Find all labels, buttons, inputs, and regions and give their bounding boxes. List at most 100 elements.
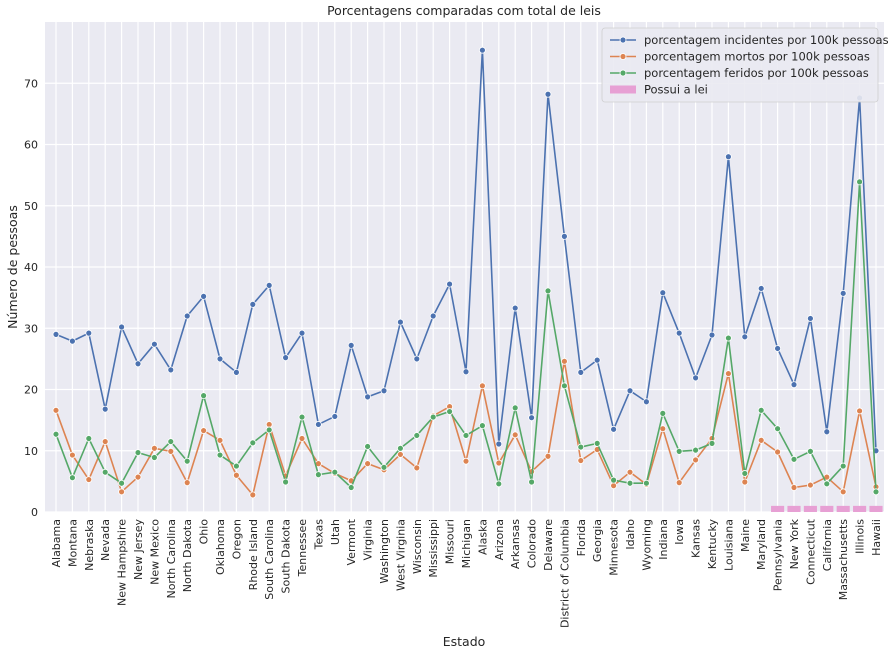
data-point (462, 432, 470, 439)
data-point (675, 447, 683, 455)
bar (787, 505, 801, 512)
data-point (232, 368, 240, 376)
data-point (429, 413, 437, 421)
data-point (298, 413, 306, 421)
x-tick-label: Kentucky (706, 519, 719, 570)
data-point (774, 425, 781, 433)
data-point (741, 333, 749, 341)
data-point (790, 484, 798, 491)
data-point (478, 422, 486, 430)
data-point (282, 478, 290, 486)
x-tick-label: Delaware (542, 519, 555, 571)
x-tick-label: Ohio (198, 519, 211, 545)
data-point (692, 446, 699, 454)
x-tick-label: Alabama (50, 519, 63, 568)
x-tick-label: District of Columbia (558, 519, 571, 628)
x-tick-label: Georgia (591, 519, 604, 562)
data-point (347, 341, 355, 349)
series-group (52, 178, 880, 496)
legend-swatch-marker (619, 36, 627, 44)
data-point (429, 312, 437, 320)
data-point (167, 438, 175, 445)
data-point (396, 318, 404, 326)
data-point (610, 476, 617, 484)
data-point (561, 357, 568, 365)
x-tick-label: New Jersey (132, 519, 145, 581)
data-point (249, 300, 257, 308)
data-point (200, 392, 208, 400)
data-point (659, 409, 667, 417)
data-point (150, 444, 158, 452)
data-point (134, 449, 142, 456)
data-point (183, 457, 191, 465)
data-point (659, 425, 667, 433)
data-point (495, 459, 503, 467)
data-point (478, 382, 486, 390)
bar (836, 505, 850, 512)
data-point (183, 479, 191, 487)
data-point (52, 330, 60, 338)
x-tick-label: West Virginia (394, 519, 407, 591)
legend-swatch (610, 85, 636, 94)
data-point (216, 451, 224, 459)
x-tick-label: Iowa (673, 519, 686, 545)
data-point (380, 463, 388, 471)
data-point (544, 287, 552, 295)
data-point (610, 482, 617, 490)
series-group (52, 46, 880, 455)
data-point (577, 443, 585, 451)
x-tick-label: Washington (378, 519, 391, 584)
data-point (396, 444, 404, 452)
data-point (298, 435, 306, 442)
bar-series (771, 505, 883, 512)
data-point (69, 474, 76, 482)
data-point (741, 478, 749, 486)
x-tick-label: Massachusetts (837, 519, 850, 601)
legend-entry: porcentagem feridos por 100k pessoas (644, 66, 869, 80)
data-point (577, 368, 585, 376)
x-tick-label: North Carolina (165, 519, 178, 599)
data-point (134, 360, 142, 368)
x-tick-label: Rhode Island (247, 519, 260, 590)
data-point (757, 436, 765, 444)
data-point (413, 355, 421, 363)
data-point (200, 427, 208, 434)
x-tick-label: South Carolina (263, 519, 276, 600)
data-point (643, 479, 650, 487)
bar (820, 505, 834, 512)
x-tick-label: Michigan (460, 519, 473, 568)
data-point (282, 354, 290, 362)
data-point (134, 473, 142, 481)
data-point (380, 387, 388, 395)
x-tick-label: Mississippi (427, 519, 440, 578)
data-point (790, 455, 798, 463)
x-tick-label: North Dakota (181, 519, 194, 592)
y-axis-label: Número de pessoas (5, 205, 20, 329)
x-tick-label: New York (788, 518, 801, 569)
data-point (101, 468, 109, 476)
data-point (790, 381, 798, 389)
data-point (544, 452, 552, 460)
data-point (150, 454, 158, 461)
data-point (167, 366, 175, 374)
data-point (85, 329, 93, 337)
x-tick-label: Louisiana (722, 519, 735, 571)
x-tick-label: Utah (329, 519, 342, 545)
data-point (298, 329, 306, 337)
data-point (593, 356, 601, 364)
data-point (774, 345, 781, 352)
data-point (249, 491, 257, 499)
data-point (101, 405, 109, 413)
data-point (823, 428, 831, 436)
data-point (807, 315, 814, 322)
data-point (643, 398, 650, 406)
data-point (101, 438, 109, 445)
data-point (528, 414, 535, 422)
data-point (544, 90, 552, 98)
x-tick-label: Missouri (444, 519, 457, 564)
y-tick-label: 60 (24, 139, 38, 152)
y-tick-label: 30 (24, 322, 38, 335)
data-point (462, 457, 470, 465)
data-point (692, 374, 699, 382)
x-tick-label: Indiana (657, 519, 670, 560)
